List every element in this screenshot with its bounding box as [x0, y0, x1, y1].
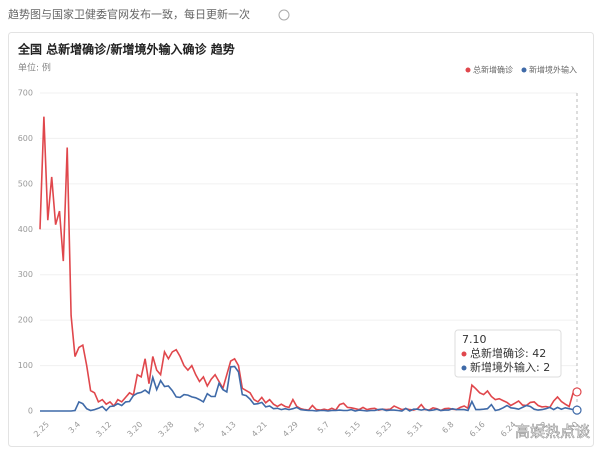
tooltip-title: 7.10	[462, 333, 487, 346]
legend-marker	[521, 67, 527, 73]
legend-marker	[465, 67, 471, 73]
y-tick-label: 0	[28, 407, 33, 416]
y-tick-label: 200	[18, 316, 33, 325]
tooltip-box	[454, 329, 562, 378]
end-point	[572, 405, 582, 415]
legend-label: 新增境外输入	[529, 65, 577, 75]
y-tick-label: 700	[18, 89, 33, 98]
end-point	[572, 387, 582, 397]
legend-label: 总新增确诊	[473, 65, 513, 75]
unit-label: 单位: 例	[18, 62, 51, 74]
y-tick-label: 100	[18, 361, 33, 370]
y-tick-label: 400	[18, 225, 33, 234]
tooltip-marker	[461, 365, 467, 371]
series-line	[40, 365, 578, 412]
watermark: 高娱热点谈	[515, 423, 590, 441]
header-note: 趋势图与国家卫健委官网发布一致，每日更新一次	[8, 7, 250, 21]
info-icon[interactable]	[278, 9, 290, 21]
tooltip-marker	[461, 351, 467, 357]
tooltip-line: 新增境外输入: 2	[470, 360, 550, 374]
card	[8, 32, 594, 447]
y-tick-label: 500	[18, 179, 33, 188]
tooltip-line: 总新增确诊: 42	[470, 346, 546, 360]
y-tick-label: 600	[18, 134, 33, 143]
y-tick-label: 300	[18, 270, 33, 279]
chart-title: 全国 总新增确诊/新增境外输入确诊 趋势	[17, 42, 235, 57]
